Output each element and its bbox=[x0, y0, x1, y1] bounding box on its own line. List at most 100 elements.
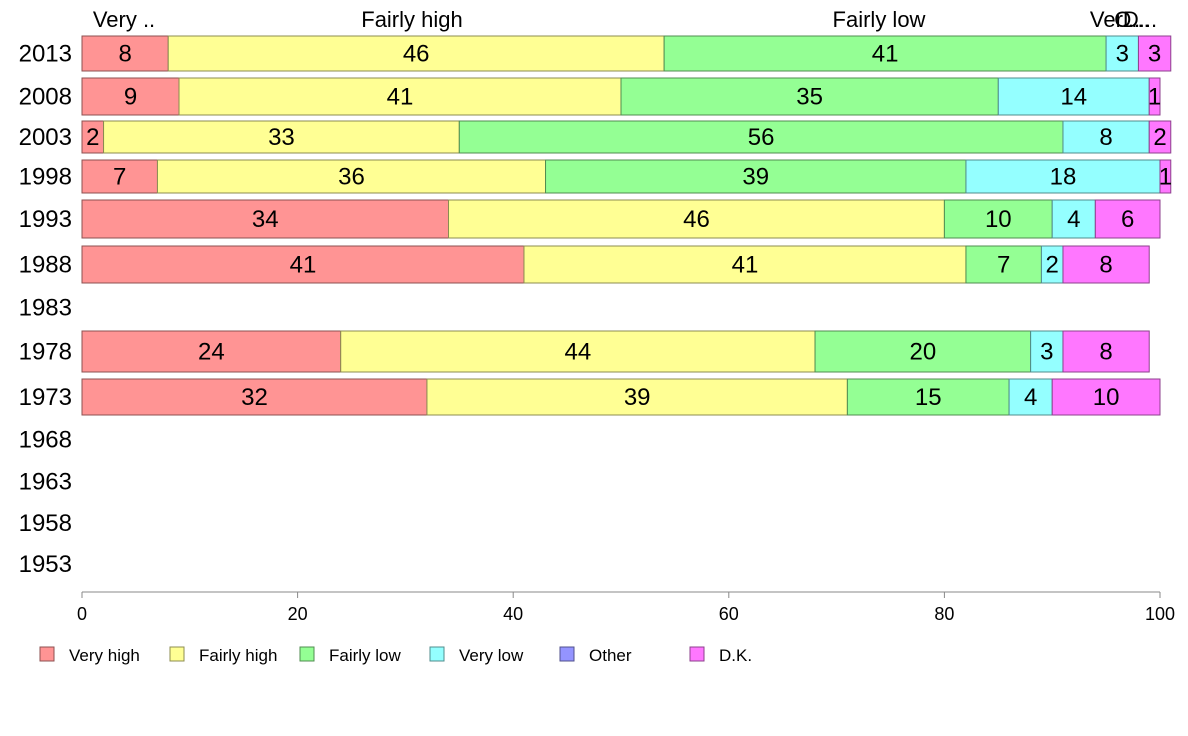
bar-segment-1973-d-k- bbox=[1051, 378, 1161, 416]
data-label: 3 bbox=[1040, 339, 1053, 366]
year-label-2003: 2003 bbox=[19, 124, 72, 151]
data-label: 2 bbox=[1046, 252, 1059, 279]
data-label: 20 bbox=[909, 339, 936, 366]
data-label: 34 bbox=[252, 206, 279, 233]
x-tick-label: 40 bbox=[503, 604, 523, 624]
data-label: 39 bbox=[742, 164, 769, 191]
data-label: 2 bbox=[86, 124, 99, 151]
legend-label-2: Fairly low bbox=[329, 646, 402, 665]
bar-segment-2003-fairly-high bbox=[103, 120, 460, 154]
bar-segment-2013-d-k- bbox=[1137, 35, 1172, 72]
y-axis: 2013 2008 2003 1998 1993 1988 1983 1978 1973 1968… bbox=[19, 41, 72, 579]
bar-segment-1993-d-k- bbox=[1094, 199, 1161, 239]
top-label-3: Ver... bbox=[1090, 7, 1140, 32]
data-label: 41 bbox=[290, 252, 317, 279]
legend-label-0: Very high bbox=[69, 646, 140, 665]
bar-segment-1978-very-high bbox=[81, 330, 342, 373]
data-label: 7 bbox=[113, 164, 126, 191]
x-axis: 0 20 40 60 80 100 bbox=[77, 591, 1175, 624]
data-label: 1 bbox=[1159, 164, 1172, 191]
data-label: 46 bbox=[403, 41, 430, 68]
bar-segment-2013-fairly-low bbox=[663, 35, 1107, 72]
bar-segment-1988-very-high bbox=[81, 245, 525, 284]
data-label: 7 bbox=[997, 252, 1010, 279]
bar-segment-1978-fairly-high bbox=[340, 330, 816, 373]
x-tick-label: 100 bbox=[1145, 604, 1175, 624]
bar-segment-2003-d-k- bbox=[1148, 120, 1172, 154]
top-label-2: Fairly low bbox=[833, 7, 926, 32]
data-label: 41 bbox=[387, 84, 414, 111]
bar-segment-2008-very-high bbox=[81, 77, 180, 116]
x-tick-label: 80 bbox=[934, 604, 954, 624]
bar-segment-1973-fairly-high bbox=[426, 378, 848, 416]
data-label: 4 bbox=[1067, 206, 1080, 233]
legend: Very high Fairly high Fairly low Very low Ot… bbox=[39, 646, 752, 665]
bars-group: 8 46 41 3 39 41 35 14 12 33 56 8 27 36 39 18 134 46 10 4 641… bbox=[81, 35, 1172, 416]
year-label-1988: 1988 bbox=[19, 252, 72, 279]
data-label: 24 bbox=[198, 339, 225, 366]
bar-segment-1998-fairly-low bbox=[545, 159, 967, 194]
bar-segment-1988-fairly-high bbox=[523, 245, 967, 284]
bar-segment-2008-fairly-high bbox=[178, 77, 622, 116]
bar-segment-1973-very-low bbox=[1008, 378, 1053, 416]
legend-swatch-0 bbox=[39, 646, 55, 662]
data-label: 36 bbox=[338, 164, 365, 191]
data-label: 56 bbox=[748, 124, 775, 151]
top-label-4: O... bbox=[1114, 7, 1149, 32]
bar-segment-1993-fairly-low bbox=[943, 199, 1053, 239]
bar-segment-2003-very-low bbox=[1062, 120, 1150, 154]
legend-label-3: Very low bbox=[459, 646, 524, 665]
x-tick-label: 0 bbox=[77, 604, 87, 624]
legend-label-4: Other bbox=[589, 646, 632, 665]
legend-label-1: Fairly high bbox=[199, 646, 277, 665]
data-label: 41 bbox=[872, 41, 899, 68]
bar-segment-1973-very-high bbox=[81, 378, 428, 416]
year-label-1958: 1958 bbox=[19, 510, 72, 537]
year-label-1998: 1998 bbox=[19, 164, 72, 191]
data-label: 4 bbox=[1024, 384, 1037, 411]
year-label-1968: 1968 bbox=[19, 427, 72, 454]
bar-segment-2013-fairly-high bbox=[167, 35, 665, 72]
data-label: 14 bbox=[1060, 84, 1087, 111]
bar-segment-1978-very-low bbox=[1030, 330, 1064, 373]
data-label: 6 bbox=[1121, 206, 1134, 233]
year-label-1993: 1993 bbox=[19, 206, 72, 233]
data-label: 35 bbox=[796, 84, 823, 111]
bar-segment-1988-fairly-low bbox=[965, 245, 1042, 284]
bar-segment-2008-fairly-low bbox=[620, 77, 999, 116]
year-label-1983: 1983 bbox=[19, 295, 72, 322]
data-label: 39 bbox=[624, 384, 651, 411]
data-label: 8 bbox=[1099, 339, 1112, 366]
top-label-1: Fairly high bbox=[361, 7, 462, 32]
data-label: 10 bbox=[985, 206, 1012, 233]
legend-swatch-1 bbox=[169, 646, 185, 662]
legend-swatch-5 bbox=[689, 646, 705, 662]
data-label: 32 bbox=[241, 384, 268, 411]
data-label: 44 bbox=[565, 339, 592, 366]
data-label: 8 bbox=[1099, 252, 1112, 279]
data-label: 1 bbox=[1148, 84, 1161, 111]
data-label: 15 bbox=[915, 384, 942, 411]
year-label-2013: 2013 bbox=[19, 41, 72, 68]
bar-segment-1988-d-k- bbox=[1062, 245, 1150, 284]
bar-segment-2008-very-low bbox=[997, 77, 1150, 116]
legend-label-5: D.K. bbox=[719, 646, 752, 665]
data-label: 33 bbox=[268, 124, 295, 151]
year-label-1973: 1973 bbox=[19, 384, 72, 411]
year-label-2008: 2008 bbox=[19, 84, 72, 111]
legend-swatch-4 bbox=[559, 646, 575, 662]
legend-swatch-2 bbox=[299, 646, 315, 662]
bar-segment-1993-very-high bbox=[81, 199, 450, 239]
bar-segment-1998-fairly-high bbox=[156, 159, 547, 194]
bar-segment-2008-d-k- bbox=[1148, 77, 1161, 116]
bar-segment-1973-fairly-low bbox=[846, 378, 1010, 416]
data-label: 9 bbox=[124, 84, 137, 111]
bar-segment-1998-d-k- bbox=[1159, 159, 1172, 194]
data-label: 18 bbox=[1050, 164, 1077, 191]
top-label-0: Very .. bbox=[93, 7, 155, 32]
data-label: 2 bbox=[1153, 124, 1166, 151]
legend-swatch-3 bbox=[429, 646, 445, 662]
bar-segment-1993-fairly-high bbox=[448, 199, 945, 239]
bar-segment-1978-d-k- bbox=[1062, 330, 1150, 373]
